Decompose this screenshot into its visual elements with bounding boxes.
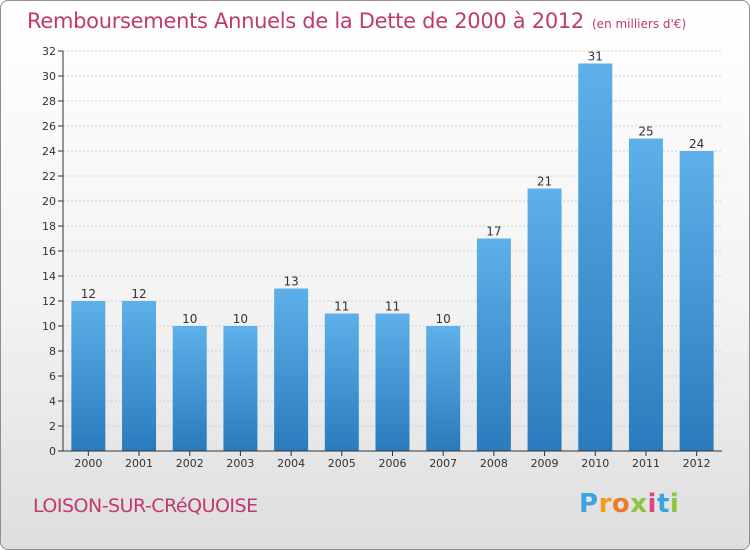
- value-labels: 12 12 10 10 13 11 11 10 17 21 31 25 24: [81, 50, 705, 327]
- bar: [375, 313, 410, 451]
- bar: [426, 326, 461, 451]
- bar: [71, 301, 106, 451]
- data-label: 31: [588, 50, 603, 64]
- y-tick-label: 6: [49, 370, 56, 383]
- data-label: 11: [334, 300, 349, 314]
- y-tick-label: 18: [42, 220, 56, 233]
- data-label: 13: [283, 275, 298, 289]
- y-tick-label: 0: [49, 445, 56, 458]
- logo-letter: r: [598, 489, 612, 519]
- data-label: 12: [81, 287, 96, 301]
- x-tick-label: 2009: [531, 457, 559, 470]
- chart-title-text: Remboursements Annuels de la Dette de 20…: [27, 9, 584, 33]
- data-label: 10: [182, 312, 197, 326]
- logo-letter: x: [630, 489, 648, 519]
- x-tick-label: 2002: [176, 457, 204, 470]
- y-tick-label: 22: [42, 170, 56, 183]
- y-tick-label: 12: [42, 295, 56, 308]
- data-label: 12: [131, 287, 146, 301]
- x-tick-label: 2000: [74, 457, 102, 470]
- x-tick-label: 2001: [125, 457, 153, 470]
- x-tick-label: 2005: [328, 457, 356, 470]
- y-tick-label: 2: [49, 420, 56, 433]
- bar: [527, 188, 562, 451]
- y-tick-label: 10: [42, 320, 56, 333]
- y-tick-label: 20: [42, 195, 56, 208]
- bar: [476, 238, 511, 451]
- bar: [172, 326, 207, 451]
- bar: [274, 288, 309, 451]
- y-tick-label: 8: [49, 345, 56, 358]
- x-tick-label: 2010: [581, 457, 609, 470]
- bar: [628, 138, 663, 451]
- y-tick-label: 28: [42, 95, 56, 108]
- x-tick-label: 2006: [379, 457, 407, 470]
- logo-letter: P: [579, 489, 599, 519]
- data-label: 24: [689, 137, 704, 151]
- data-label: 11: [385, 300, 400, 314]
- logo-letter: i: [647, 489, 657, 519]
- commune-name: LOISON-SUR-CRéQUOISE: [33, 495, 258, 517]
- data-label: 17: [486, 225, 501, 239]
- bar: [324, 313, 359, 451]
- x-tick-label: 2007: [429, 457, 457, 470]
- data-label: 10: [233, 312, 248, 326]
- y-tick-label: 16: [42, 245, 56, 258]
- bars: [71, 63, 714, 451]
- bar: [223, 326, 258, 451]
- x-tick-label: 2008: [480, 457, 508, 470]
- logo-letter: t: [656, 489, 670, 519]
- chart-title: Remboursements Annuels de la Dette de 20…: [27, 9, 686, 33]
- y-tick-label: 32: [42, 45, 56, 58]
- x-tick-label: 2011: [632, 457, 660, 470]
- data-label: 25: [638, 125, 653, 139]
- x-tick-label: 2004: [277, 457, 305, 470]
- bar: [679, 151, 714, 451]
- x-tick-label: 2003: [226, 457, 254, 470]
- bar: [122, 301, 157, 451]
- bar: [578, 63, 613, 451]
- unit-note: (en milliers d'€): [592, 17, 687, 31]
- y-tick-label: 14: [42, 270, 56, 283]
- logo-letter: o: [611, 489, 631, 519]
- y-tick-label: 30: [42, 70, 56, 83]
- data-label: 10: [436, 312, 451, 326]
- logo-letter: i: [669, 489, 680, 519]
- y-tick-label: 26: [42, 120, 56, 133]
- x-tick-label: 2012: [683, 457, 711, 470]
- y-tick-label: 4: [49, 395, 56, 408]
- y-tick-label: 24: [42, 145, 56, 158]
- proxiti-logo: Proxiti: [579, 489, 679, 519]
- data-label: 21: [537, 175, 552, 189]
